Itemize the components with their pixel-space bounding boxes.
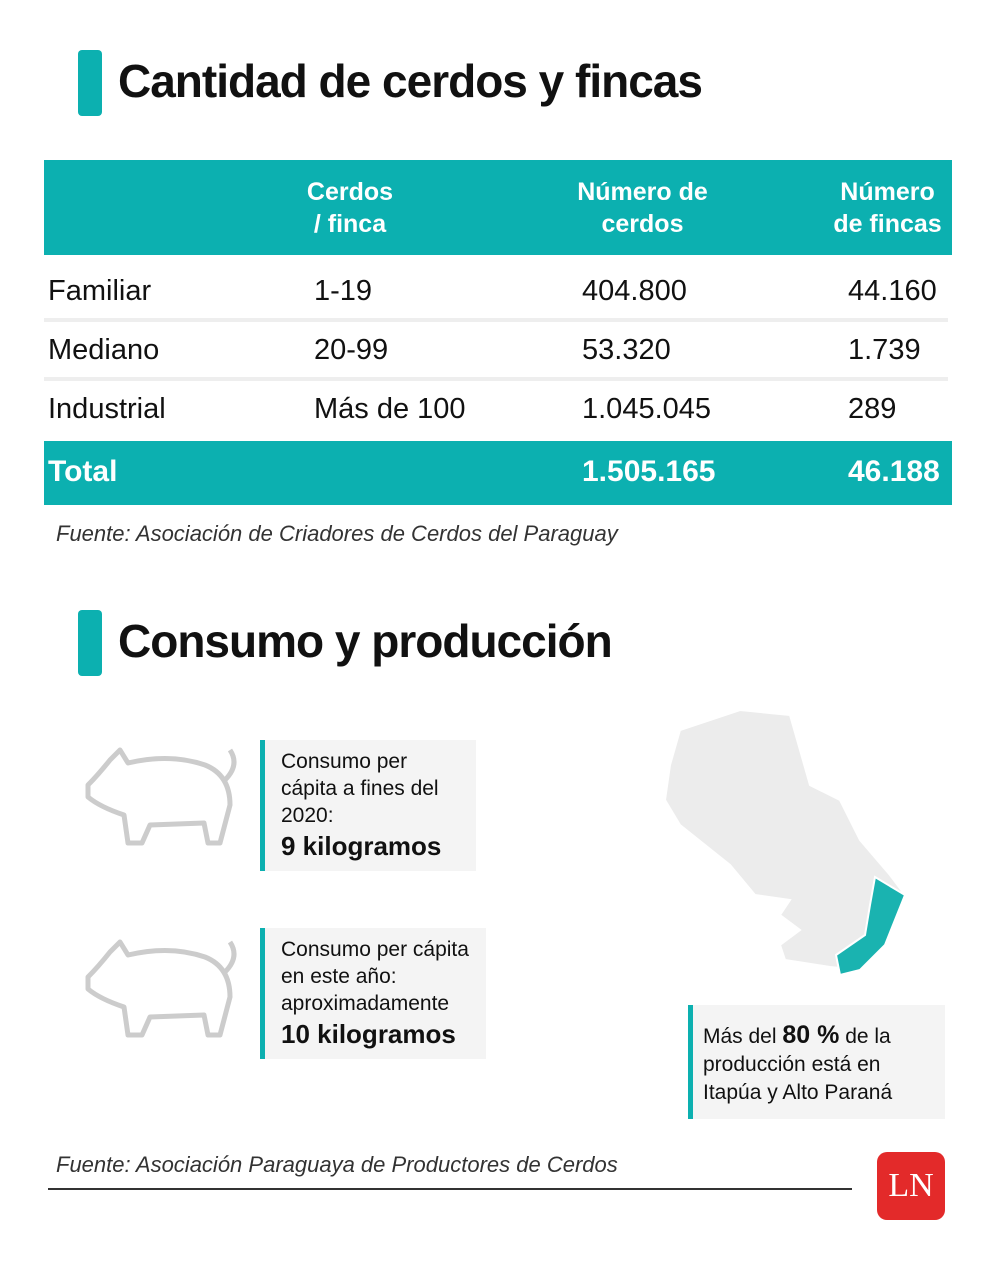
table-cell: Más de 100 bbox=[314, 393, 466, 425]
header-cell: Número de fincas bbox=[833, 178, 942, 238]
table-cell: 20-99 bbox=[314, 334, 389, 366]
card-text: Consumo per cápita a fines del 2020: bbox=[281, 750, 439, 827]
accent-bar bbox=[78, 610, 102, 676]
table-cell: 404.800 bbox=[582, 275, 687, 307]
section-title: Consumo y producción bbox=[118, 615, 613, 667]
header-cell: Número de cerdos bbox=[577, 178, 708, 238]
row-separator bbox=[44, 318, 948, 322]
row-label: Familiar bbox=[48, 275, 152, 307]
info-card: Consumo per cápita en este año: aproxima… bbox=[260, 928, 486, 1059]
logo: LN bbox=[877, 1152, 945, 1220]
row-label: Mediano bbox=[48, 334, 160, 366]
table-cell: 1.045.045 bbox=[582, 393, 712, 425]
table-cell: 53.320 bbox=[582, 334, 671, 366]
table-cell: 1-19 bbox=[314, 275, 373, 307]
note-text: Más del bbox=[703, 1025, 783, 1048]
source: Fuente: Asociación Paraguaya de Producto… bbox=[56, 1152, 618, 1177]
map-highlight bbox=[834, 875, 907, 977]
total-cell: 1.505.165 bbox=[582, 455, 716, 488]
pig-icon bbox=[85, 939, 237, 1038]
note-text: de la producción está en Itapúa y Alto P… bbox=[703, 1025, 893, 1104]
table-header bbox=[44, 160, 952, 255]
map bbox=[663, 708, 907, 977]
card-text: Consumo per cápita en este año: aproxima… bbox=[281, 938, 469, 1015]
map-country bbox=[663, 708, 907, 972]
row-separator bbox=[44, 377, 948, 381]
accent-bar bbox=[78, 50, 102, 116]
section-title: Cantidad de cerdos y fincas bbox=[118, 55, 703, 107]
info-card: Consumo per cápita a fines del 2020: 9 k… bbox=[260, 740, 476, 871]
table-cell: 44.160 bbox=[848, 275, 937, 307]
source: Fuente: Asociación de Criadores de Cerdo… bbox=[56, 521, 618, 546]
pig-icons bbox=[85, 747, 237, 1038]
table-total bbox=[44, 441, 952, 505]
card-highlight: 9 kilogramos bbox=[281, 831, 442, 861]
map-note: Más del 80 % de la producción está en It… bbox=[688, 1005, 945, 1119]
table-cell: 289 bbox=[848, 393, 897, 425]
note-highlight: 80 % bbox=[782, 1021, 840, 1049]
row-label: Industrial bbox=[48, 393, 166, 425]
total-label: Total bbox=[48, 455, 118, 488]
pig-icon bbox=[85, 747, 237, 846]
table-cell: 1.739 bbox=[848, 334, 921, 366]
header-cell: Cerdos / finca bbox=[306, 178, 394, 238]
card-highlight: 10 kilogramos bbox=[281, 1019, 456, 1049]
total-cell: 46.188 bbox=[848, 455, 940, 488]
divider bbox=[48, 1188, 852, 1190]
